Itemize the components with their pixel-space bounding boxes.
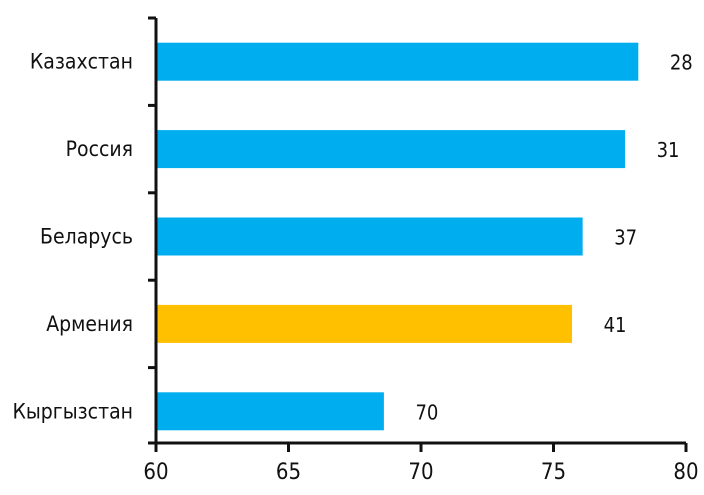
x-tick-label-60: 60: [143, 460, 168, 485]
data-label-2: 31: [657, 138, 680, 162]
y-axis: [148, 16, 158, 443]
x-axis: 60 65 70 75 80: [143, 441, 699, 485]
category-labels-group: Казахстан Россия Беларусь Армения Кыргызстан: [12, 50, 133, 424]
bar-1: [156, 42, 639, 81]
category-label-2: Россия: [66, 137, 133, 161]
data-label-5: 70: [415, 400, 438, 424]
category-label-1: Казахстан: [30, 50, 133, 74]
data-labels-group: 28 31 37 41 70: [415, 51, 692, 425]
bar-4: [156, 304, 573, 343]
x-tick-label-80: 80: [673, 460, 698, 485]
category-label-4: Армения: [46, 312, 133, 336]
bar-2: [156, 130, 626, 169]
x-tick-label-65: 65: [276, 460, 301, 485]
data-label-3: 37: [614, 226, 637, 250]
bar-5: [156, 392, 384, 431]
x-tick-label-75: 75: [541, 460, 566, 485]
category-label-3: Беларусь: [40, 225, 133, 249]
category-label-5: Кыргызстан: [12, 399, 133, 423]
data-label-4: 41: [604, 313, 627, 337]
data-label-1: 28: [670, 51, 693, 75]
bars-group: [156, 42, 639, 431]
x-tick-label-70: 70: [408, 460, 433, 485]
bar-3: [156, 217, 583, 256]
